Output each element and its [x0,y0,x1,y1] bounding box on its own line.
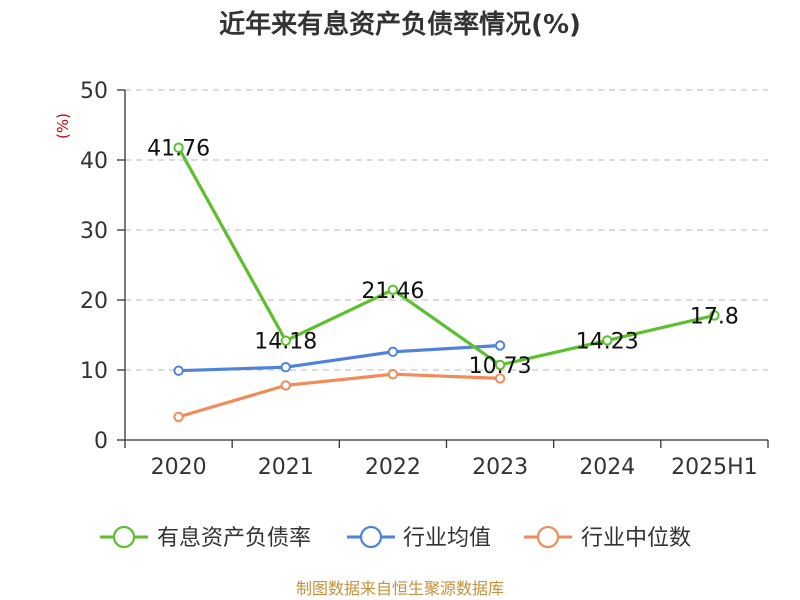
series-line-0 [177,146,715,367]
data-label: 14.18 [254,330,317,355]
data-point[interactable] [173,411,184,423]
gridlines [125,89,768,371]
x-tick-label: 2025H1 [671,455,758,480]
legend-marker [112,525,136,549]
data-point[interactable] [280,335,291,346]
x-tick-label: 2024 [579,455,635,480]
y-axis-label: (%) [54,113,72,139]
data-point[interactable] [494,340,506,351]
data-point[interactable] [494,359,506,371]
data-point[interactable] [387,369,399,380]
legend-item-label[interactable]: 有息资产负债率 [157,526,311,551]
data-point[interactable] [280,362,291,373]
data-point[interactable] [387,346,399,357]
data-point[interactable] [602,335,613,346]
y-tick-label: 20 [80,289,108,314]
y-tick-label: 10 [80,359,108,384]
y-tick-label: 50 [80,79,108,104]
y-tick-label: 40 [80,149,108,174]
legend-item-label[interactable]: 行业中位数 [581,526,691,551]
legend[interactable]: 有息资产负债率 行业均值 行业中位数 [100,525,691,551]
x-tick-label: 2020 [151,455,207,480]
y-tick-label: 0 [94,429,108,454]
data-label: 41.76 [147,137,210,162]
legend-marker [359,525,383,549]
data-point[interactable] [173,142,184,153]
axes: 0 10 20 30 40 50 2020 2021 2022 2023 2024 2025H1 [80,79,769,480]
series-line-1 [178,343,501,373]
data-point[interactable] [494,373,506,384]
data-label: 14.23 [576,329,639,354]
data-point[interactable] [173,365,184,376]
data-point[interactable] [709,310,720,321]
series-group [173,142,720,423]
data-point[interactable] [280,380,291,391]
series-line-2 [178,372,501,419]
data-label: 10.73 [469,354,532,379]
data-source-note: 制图数据来自恒生聚源数据库 [296,579,504,598]
x-tick-label: 2023 [472,455,528,480]
y-tick-label: 30 [80,219,108,244]
x-tick-label: 2022 [365,455,421,480]
data-point[interactable] [387,284,399,295]
x-tick-label: 2021 [258,455,314,480]
chart-title: 近年来有息资产负债率情况(%) [219,9,581,40]
legend-item-label[interactable]: 行业均值 [403,526,491,551]
data-label: 21.46 [361,279,424,304]
data-label: 17.8 [690,304,739,329]
data-labels: 41.76 14.18 21.46 10.73 14.23 17.8 [147,137,739,379]
legend-marker [536,525,560,549]
